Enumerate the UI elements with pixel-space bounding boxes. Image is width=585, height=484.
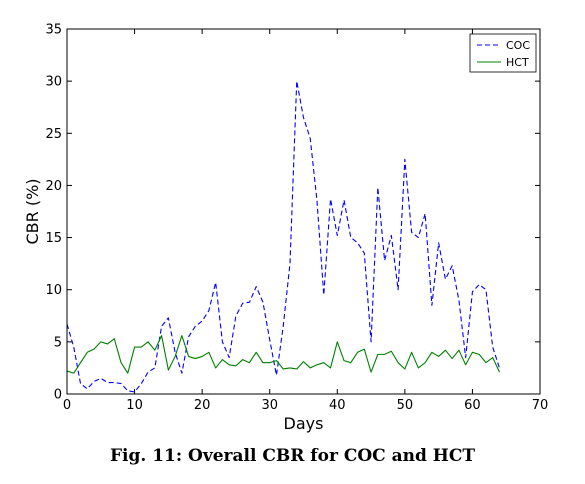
plot-frame — [66, 28, 541, 395]
x-tick-label: 50 — [397, 398, 414, 413]
y-tick-label: 30 — [45, 75, 62, 90]
x-tick-label: 40 — [329, 398, 346, 413]
figure-caption: Fig. 11: Overall CBR for COC and HCT — [109, 446, 476, 466]
legend-box — [469, 33, 537, 73]
legend-label-hct: HCT — [506, 56, 529, 69]
x-tick-label: 20 — [194, 398, 211, 413]
x-axis-title: Days — [284, 414, 324, 433]
x-tick-label: 60 — [464, 398, 481, 413]
x-tick-label: 70 — [532, 398, 549, 413]
y-tick-label: 15 — [45, 231, 62, 246]
x-tick-label: 0 — [63, 398, 71, 413]
line-chart: 0 10 20 30 40 50 60 70 0 5 10 15 20 25 30 35 Days CBR (… — [23, 23, 548, 434]
series-line-hct — [66, 335, 500, 374]
y-tick-label: 35 — [45, 23, 62, 38]
legend-label-coc: COC — [506, 39, 530, 52]
legend: COC HCT — [469, 33, 537, 73]
y-tick-label: 5 — [54, 335, 62, 350]
y-tick-label: 0 — [54, 388, 62, 403]
y-axis-title: CBR (%) — [23, 178, 42, 244]
y-tick-label: 25 — [45, 127, 62, 142]
series-line-coc — [66, 80, 500, 393]
y-tick-label: 10 — [45, 283, 62, 298]
x-tick-label: 10 — [126, 398, 143, 413]
ticks-layer: 0 10 20 30 40 50 60 70 0 5 10 15 20 25 30 35 — [45, 23, 548, 414]
x-tick-label: 30 — [261, 398, 278, 413]
series-layer — [66, 80, 500, 393]
y-tick-label: 20 — [45, 179, 62, 194]
